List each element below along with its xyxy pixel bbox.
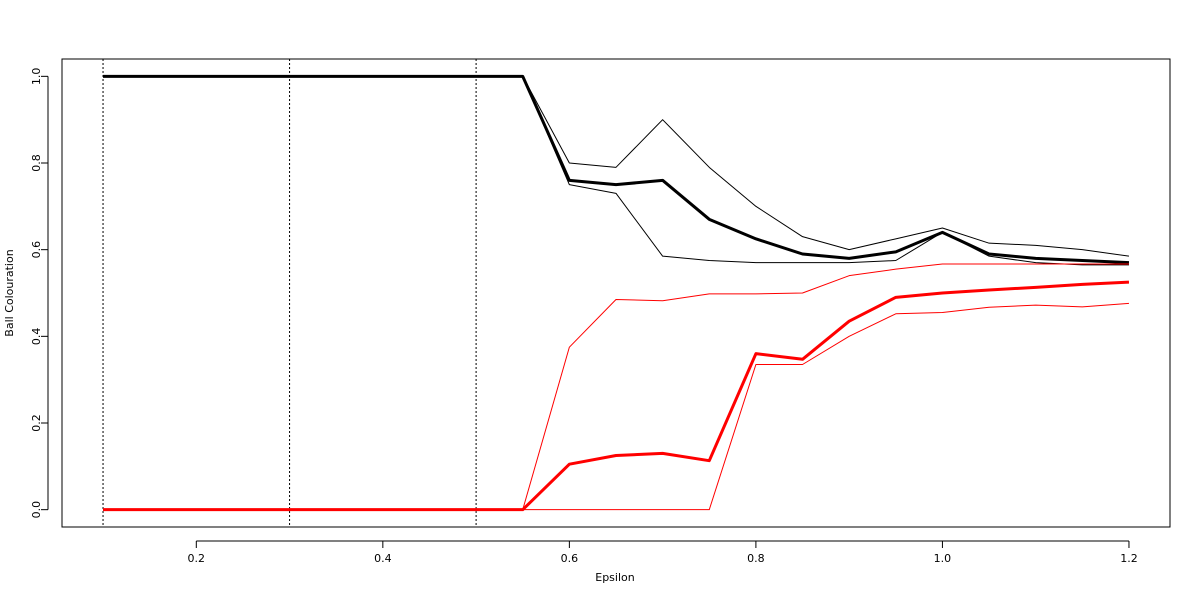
series-line [103, 302, 1129, 511]
x-tick-label: 0.4 [374, 552, 392, 565]
x-tick-label: 0.2 [188, 552, 206, 565]
y-tick-label: 0.2 [30, 414, 43, 432]
y-tick-label: 0.8 [30, 154, 43, 172]
x-tick-label: 0.6 [561, 552, 579, 565]
series-line [103, 280, 1130, 512]
y-tick-label: 0.4 [30, 328, 43, 346]
series-line [103, 263, 1129, 511]
plot-box [61, 58, 1171, 528]
y-tick-label: 1.0 [30, 68, 43, 86]
y-tick-label: 0.6 [30, 241, 43, 259]
series-line [103, 75, 1129, 266]
x-axis-label: Epsilon [595, 571, 635, 584]
x-tick-label: 0.8 [747, 552, 765, 565]
series-line [103, 75, 1130, 257]
x-tick-label: 1.2 [1120, 552, 1138, 565]
series-line [103, 74, 1130, 265]
y-tick-label: 0.0 [30, 501, 43, 518]
y-axis-label: Ball Colouration [3, 249, 16, 336]
x-tick-label: 1.0 [934, 552, 952, 565]
